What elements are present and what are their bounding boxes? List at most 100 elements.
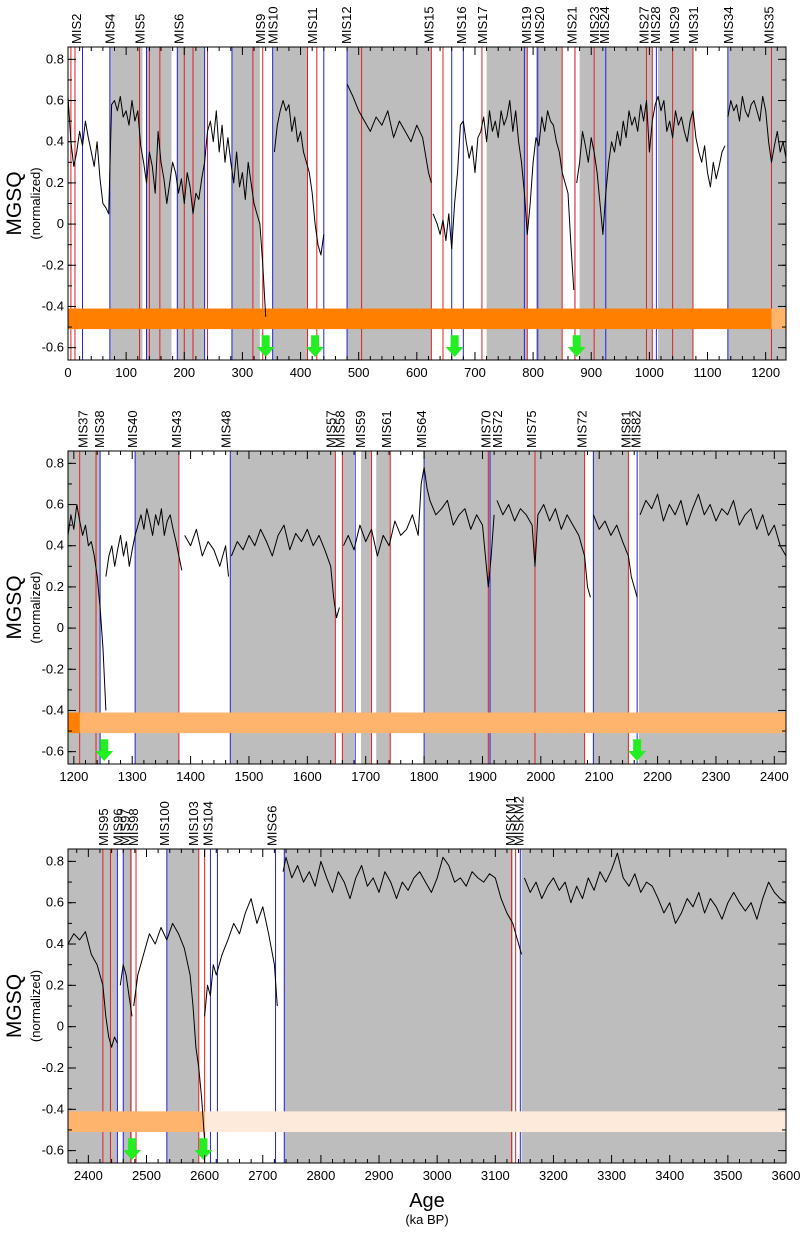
mgsq-series-line [273,100,325,256]
y-axis-label: MGSQ [3,575,26,639]
mgsq-series-line [523,852,786,924]
y-tick-label: 0 [57,1019,64,1034]
panel-top: 0 100 200 300 400 500 600 700 800 900 1000 1100 1200… [3,6,787,380]
y-axis-label: MGSQ [3,171,26,235]
y-tick-label: -0.2 [42,1060,64,1075]
x-tick-label: 2400 [74,1168,103,1183]
shaded-interval [361,451,372,764]
mis-label: MIS28 [648,6,663,44]
mgsq-series-line [639,493,786,557]
mgsq-series-line [496,500,591,598]
y-tick-label: 0.8 [46,455,64,470]
x-tick-label: 900 [580,365,602,380]
mgsq-series-line [68,95,267,317]
shaded-interval [727,47,772,360]
mis-label: MIS15 [421,6,436,44]
shaded-interval [146,47,172,360]
mis-label: MIS5 [133,14,148,44]
x-tick-label: 3300 [597,1168,626,1183]
mis-label: MIS48 [219,410,234,448]
x-tick-label: 1600 [293,769,322,784]
x-axis-sublabel: (ka BP) [405,1212,448,1227]
shaded-interval [109,47,143,360]
x-tick-label: 2500 [132,1168,161,1183]
x-tick-label: 1500 [234,769,263,784]
x-tick-label: 3000 [423,1168,452,1183]
y-tick-label: -0.6 [42,340,64,355]
y-tick-label: 0.4 [46,538,64,553]
green-arrow-marker [122,1138,141,1160]
mis-label: MIS64 [414,410,429,448]
interval-bar [68,712,80,734]
y-tick-label: -0.6 [42,1143,64,1158]
y-tick-label: -0.4 [42,1101,64,1116]
plot-area [68,47,786,360]
y-axis-label: MGSQ [3,974,26,1038]
mis-label: MIS43 [169,410,184,448]
y-tick-label: 0.2 [46,175,64,190]
mgsq-series-line [133,922,206,1141]
x-tick-label: 2700 [248,1168,277,1183]
interval-bar [79,712,786,734]
mis-label: MIS72 [490,410,505,448]
y-tick-label: 0.6 [46,93,64,108]
shaded-interval [135,451,179,764]
mis-label: MIS24 [597,6,612,44]
mgsq-series-line [105,508,183,577]
mis-label: MISKM2 [512,796,527,846]
mis-label: MIS11 [305,7,320,44]
mis-label: MIS57 [324,410,339,448]
mis-label: MIS58 [332,410,347,448]
mgsq-series-line [727,95,786,163]
y-tick-label: 0.8 [46,51,64,66]
y-tick-label: 0.4 [46,936,64,951]
shaded-interval [376,451,391,764]
mis-label: MIS100 [157,801,172,846]
mis-label: MIS9 [253,14,268,44]
shaded-interval [593,451,629,764]
y-tick-label: -0.2 [42,661,64,676]
x-tick-label: 2800 [306,1168,335,1183]
x-tick-label: 100 [115,365,137,380]
x-tick-label: 3100 [481,1168,510,1183]
mis-label: MIS59 [353,410,368,448]
x-tick-label: 1400 [176,769,205,784]
mis-label: MIS35 [762,6,777,44]
x-tick-label: 800 [522,365,544,380]
x-tick-label: 2900 [365,1168,394,1183]
y-tick-label: -0.4 [42,702,64,717]
mis-label: MISG6 [264,806,279,846]
y-tick-label: 0.4 [46,134,64,149]
mis-label: MIS31 [686,6,701,44]
mis-label: MISKM1 [503,796,518,846]
shaded-interval [68,849,118,1163]
x-tick-label: 1100 [694,365,722,380]
mis-label: MIS40 [125,410,140,448]
mis-label: MIS34 [721,6,736,44]
mis-label: MIS98 [126,808,141,846]
mgsq-series-line [119,964,133,1017]
mgsq-series-line [432,100,575,291]
y-axis-sublabel: (normalized) [28,167,43,239]
mis-label: MIS95 [96,808,111,846]
shaded-interval [771,47,786,360]
shaded-interval [177,47,205,360]
x-tick-label: 3500 [713,1168,742,1183]
interval-bar [771,308,786,330]
y-tick-label: 0.2 [46,977,64,992]
x-tick-label: 2300 [701,769,730,784]
x-tick-label: 1000 [635,365,664,380]
mis-label: MIS2 [69,14,84,44]
mis-label: MIS104 [201,801,216,846]
mis-label: MIS20 [532,6,547,44]
mgsq-series-line [592,514,638,598]
y-axis-sublabel: (normalized) [28,571,43,643]
mis-label: MIS72 [575,410,590,448]
plot-area [68,451,786,764]
x-tick-label: 700 [464,365,486,380]
green-arrow-marker [445,335,464,357]
mis-label: MIS37 [76,410,91,448]
x-tick-label: 1800 [410,769,439,784]
panel-middle: 1200 1300 1400 1500 1600 1700 1800 1900 2000 2100… [3,410,789,784]
